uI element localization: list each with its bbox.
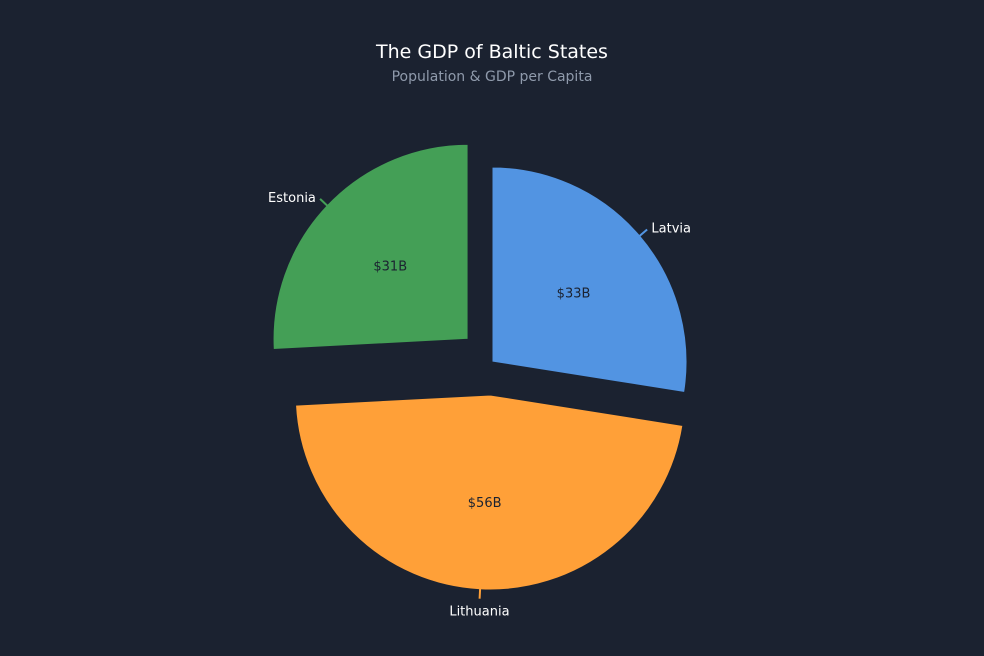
pie-labels: $33B Latvia $56B Lithuania $31B Estonia	[268, 191, 691, 620]
pie-slice-lithuania[interactable]	[295, 394, 684, 591]
slice-leader-line	[478, 588, 482, 599]
pie-slice-estonia[interactable]	[272, 143, 469, 351]
slice-category-label: Estonia	[268, 191, 316, 206]
slice-leader-line	[319, 198, 329, 207]
slice-value-label: $31B	[373, 259, 407, 274]
pie-slices	[272, 143, 688, 591]
slice-leader-line	[638, 228, 648, 237]
slice-category-label: Latvia	[651, 222, 691, 237]
pie-slice-latvia[interactable]	[491, 166, 688, 394]
slice-value-label: $56B	[468, 496, 502, 511]
slice-category-label: Lithuania	[449, 605, 509, 620]
slice-value-label: $33B	[557, 286, 591, 301]
chart-title: The GDP of Baltic States	[375, 41, 608, 63]
chart-subtitle: Population & GDP per Capita	[392, 69, 593, 85]
